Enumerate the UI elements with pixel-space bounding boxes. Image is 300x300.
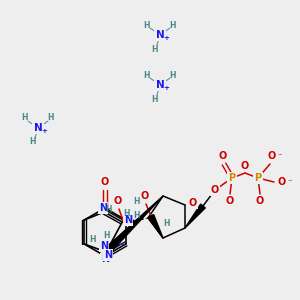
Text: O: O bbox=[226, 196, 234, 206]
Text: H: H bbox=[105, 205, 111, 214]
Text: H: H bbox=[134, 212, 140, 220]
Text: O: O bbox=[219, 151, 227, 161]
Text: N: N bbox=[100, 241, 108, 251]
Text: ⁻: ⁻ bbox=[278, 152, 282, 160]
Text: N: N bbox=[124, 215, 132, 225]
Text: H: H bbox=[144, 20, 150, 29]
Text: H: H bbox=[134, 197, 140, 206]
Text: H: H bbox=[151, 94, 157, 103]
Text: N: N bbox=[34, 123, 42, 133]
Polygon shape bbox=[185, 204, 205, 228]
Text: O: O bbox=[241, 161, 249, 171]
Text: H: H bbox=[144, 70, 150, 80]
Text: H: H bbox=[22, 113, 28, 122]
Text: H: H bbox=[151, 44, 157, 53]
Text: ⁻: ⁻ bbox=[288, 178, 292, 187]
Polygon shape bbox=[104, 196, 163, 254]
Text: N: N bbox=[156, 30, 164, 40]
Text: O: O bbox=[278, 177, 286, 187]
Text: O: O bbox=[268, 151, 276, 161]
Text: O: O bbox=[189, 198, 197, 208]
Text: N: N bbox=[156, 80, 164, 90]
Text: N: N bbox=[101, 254, 109, 264]
Text: O: O bbox=[101, 177, 109, 187]
Text: N: N bbox=[99, 203, 107, 213]
Text: +: + bbox=[41, 128, 47, 134]
Text: +: + bbox=[163, 35, 169, 41]
Text: O: O bbox=[211, 185, 219, 195]
Text: H: H bbox=[123, 208, 129, 217]
Text: H: H bbox=[48, 113, 54, 122]
Text: O: O bbox=[256, 196, 264, 206]
Text: P: P bbox=[254, 173, 262, 183]
Text: H: H bbox=[164, 220, 170, 229]
Text: O: O bbox=[141, 191, 149, 201]
Text: N: N bbox=[104, 250, 112, 260]
Text: H: H bbox=[170, 20, 176, 29]
Polygon shape bbox=[148, 214, 163, 238]
Text: H: H bbox=[29, 137, 35, 146]
Text: H: H bbox=[170, 70, 176, 80]
Text: O: O bbox=[114, 196, 122, 206]
Text: H: H bbox=[89, 236, 96, 244]
Text: H: H bbox=[103, 232, 110, 241]
Text: +: + bbox=[163, 85, 169, 91]
Text: P: P bbox=[228, 173, 236, 183]
